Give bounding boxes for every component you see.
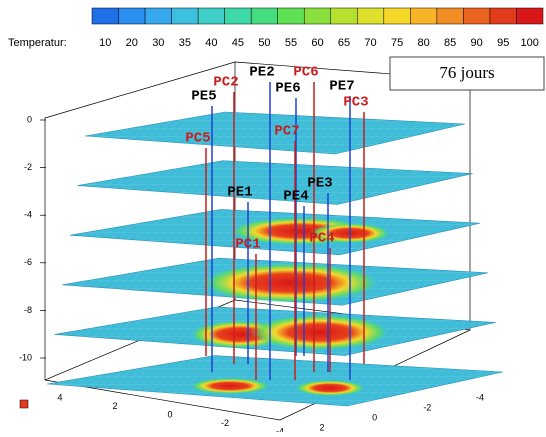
y-tick-label: -2 xyxy=(423,402,431,412)
z-tick-label: -2 xyxy=(24,162,32,172)
x-tick-label: 2 xyxy=(112,401,117,411)
y-tick-label: 0 xyxy=(372,412,377,422)
colorbar-tick-label: 80 xyxy=(417,37,429,49)
z-tick-label: -6 xyxy=(24,257,32,267)
colorbar-tick-label: 90 xyxy=(471,37,483,49)
colorbar-tick-label: 20 xyxy=(126,37,138,49)
z-tick-label: -8 xyxy=(24,305,32,315)
well-label: PE4 xyxy=(283,189,308,205)
hot-spot xyxy=(200,262,380,303)
well-label: PE1 xyxy=(227,185,252,201)
well-label: PE2 xyxy=(249,65,274,81)
colorbar-swatch xyxy=(410,7,438,25)
colorbar-tick-label: 95 xyxy=(497,37,509,49)
colorbar-swatch xyxy=(357,7,385,25)
well-label: PC2 xyxy=(213,75,238,91)
x-tick-label: 0 xyxy=(167,409,172,419)
x-tick-label: -4 xyxy=(276,426,284,432)
colorbar-tick-label: 35 xyxy=(179,37,191,49)
x-tick-label: 4 xyxy=(57,392,62,402)
well-label: PE3 xyxy=(307,176,332,192)
slice-mesh xyxy=(47,355,503,406)
colorbar-swatch xyxy=(197,7,225,25)
colorbar-swatch xyxy=(516,7,544,25)
orientation-icon xyxy=(19,399,29,409)
colorbar-swatch xyxy=(330,7,358,25)
colorbar-swatch xyxy=(91,7,119,25)
y-tick-label: -4 xyxy=(476,392,484,402)
well-label: PE5 xyxy=(191,89,216,105)
z-tick-label: -4 xyxy=(24,210,32,220)
z-tick-label: 0 xyxy=(27,114,32,124)
colorbar-swatch xyxy=(144,7,172,25)
colorbar-swatch xyxy=(436,7,464,25)
colorbar-tick-label: 30 xyxy=(152,37,164,49)
x-tick-label: -2 xyxy=(221,418,229,428)
colorbar-swatch xyxy=(171,7,199,25)
colorbar-swatch xyxy=(277,7,305,25)
well-label: PC4 xyxy=(309,231,334,247)
colorbar-tick-label: 45 xyxy=(232,37,244,49)
colorbar-tick-label: 75 xyxy=(391,37,403,49)
colorbar-tick-label: 55 xyxy=(285,37,297,49)
slice-mesh xyxy=(85,112,465,154)
well-label: PC7 xyxy=(274,124,299,140)
well-label: PC6 xyxy=(293,65,318,81)
colorbar-swatch xyxy=(250,7,278,25)
well-label: PC3 xyxy=(343,95,368,111)
colorbar-tick-label: 60 xyxy=(311,37,323,49)
z-tick-label: -10 xyxy=(19,352,32,362)
colorbar-tick-label: 40 xyxy=(205,37,217,49)
annotation: 76 jours xyxy=(439,63,494,82)
colorbar-tick-label: 50 xyxy=(258,37,270,49)
well-label: PE7 xyxy=(329,79,354,95)
colorbar-swatch xyxy=(463,7,491,25)
colorbar-swatch xyxy=(303,7,332,25)
annotation-box xyxy=(389,56,545,91)
colorbar-tick-label: 70 xyxy=(364,37,376,49)
colorbar-label: Temperatur: xyxy=(8,37,67,49)
slice-mesh xyxy=(77,160,473,205)
colorbar-swatch xyxy=(489,7,517,25)
colorbar-tick-label: 85 xyxy=(444,37,456,49)
colorbar-swatch xyxy=(118,7,146,25)
hot-spot xyxy=(295,380,365,396)
y-tick-label: 2 xyxy=(319,422,324,432)
well-label: PC5 xyxy=(185,131,210,147)
colorbar-swatch xyxy=(383,7,411,25)
colorbar-tick-label: 10 xyxy=(99,37,111,49)
colorbar-tick-label: 100 xyxy=(521,37,539,49)
well-label: PE6 xyxy=(275,81,300,97)
hot-spot xyxy=(190,378,270,394)
colorbar-tick-label: 65 xyxy=(338,37,350,49)
hot-spot xyxy=(250,314,390,351)
well-label: PC1 xyxy=(235,237,260,253)
colorbar-swatch xyxy=(224,7,252,25)
